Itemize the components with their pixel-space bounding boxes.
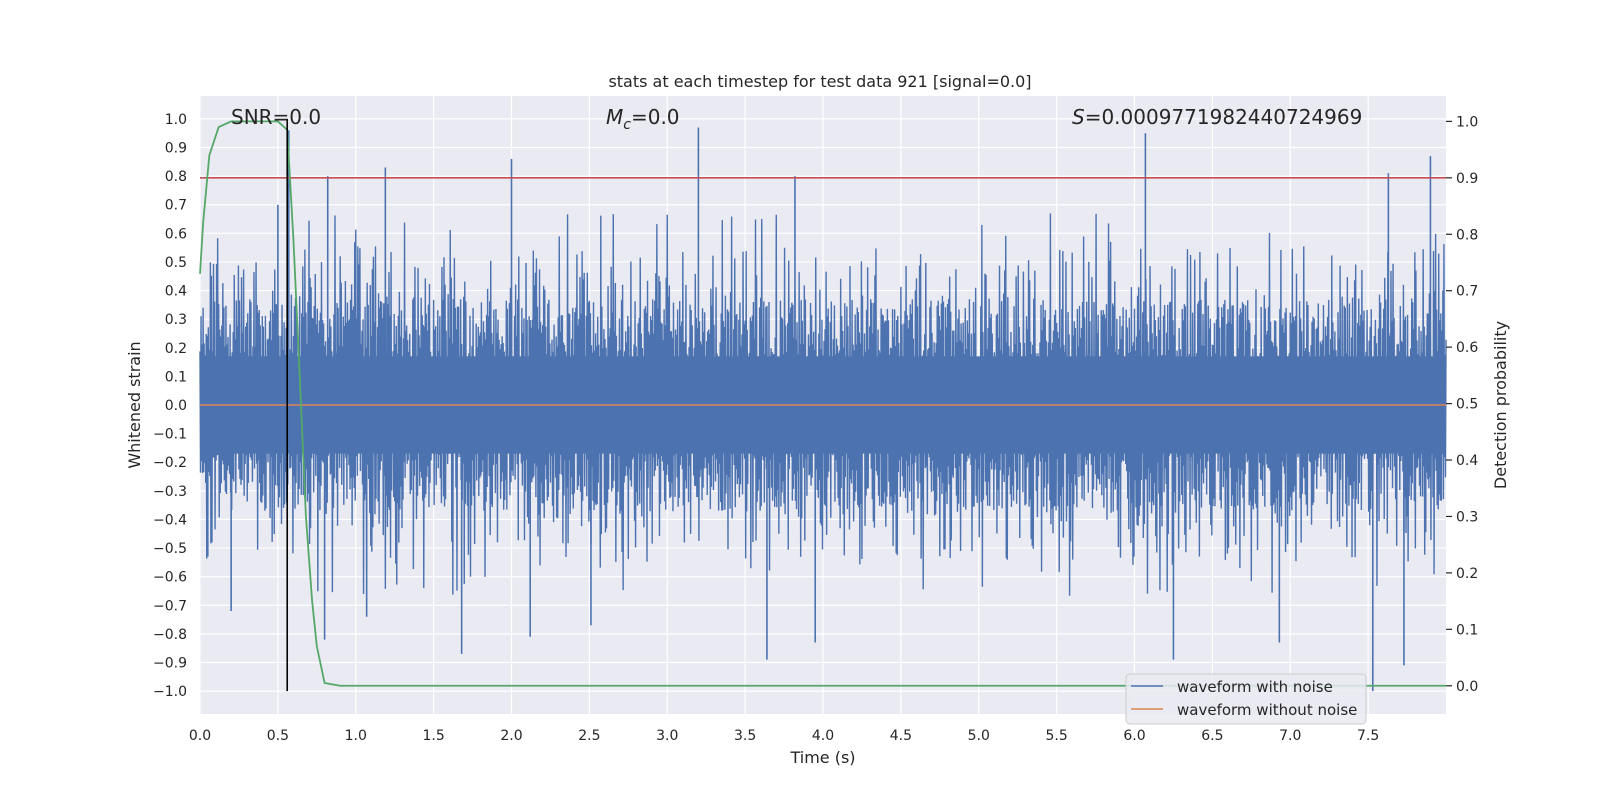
x-tick-label: 2.0 (500, 728, 522, 744)
y-left-axis-ticks: 1.0 0.9 0.8 0.7 0.6 0.5 0.4 0.3 0.2 0.1 0.0 −0.1 −0.… (153, 112, 187, 700)
x-tick-label: 7.5 (1357, 728, 1379, 744)
mc-symbol: M (606, 105, 623, 129)
x-tick-label: 3.0 (656, 728, 678, 744)
series-detection-probability (199, 120, 1446, 687)
y-right-axis-label: Detection probability (1491, 321, 1510, 489)
x-tick-label: 7.0 (1279, 728, 1301, 744)
s-value: =0.0009771982440724969 (1085, 105, 1363, 129)
y-right-axis-ticks: 1.0 0.9 0.8 0.7 0.6 0.5 0.4 0.3 0.2 0.1 0.0 (1446, 114, 1478, 695)
x-tick-label: 0.5 (267, 728, 289, 744)
y-right-tick-label: 0.5 (1456, 397, 1478, 413)
y-right-tick-label: 0.6 (1456, 340, 1478, 356)
y-left-tick-label: −1.0 (153, 684, 187, 700)
y-right-tick-label: 0.1 (1456, 622, 1478, 638)
y-left-tick-label: 0.0 (165, 398, 187, 414)
y-left-tick-label: −0.5 (153, 541, 187, 557)
x-tick-label: 5.0 (968, 728, 990, 744)
y-left-tick-label: −0.2 (153, 455, 187, 471)
x-tick-label: 4.0 (812, 728, 834, 744)
y-left-tick-label: −0.8 (153, 627, 187, 643)
y-right-tick-label: 0.3 (1456, 509, 1478, 525)
y-left-tick-label: 0.6 (165, 226, 187, 242)
y-left-tick-label: 1.0 (165, 112, 187, 128)
x-tick-label: 0.0 (189, 728, 211, 744)
y-left-tick-label: 0.8 (165, 169, 187, 185)
y-left-tick-label: −0.4 (153, 512, 187, 528)
y-left-axis-label: Whitened strain (125, 341, 144, 468)
y-right-tick-label: 0.9 (1456, 171, 1478, 187)
x-tick-label: 5.5 (1045, 728, 1067, 744)
x-axis-label: Time (s) (789, 748, 855, 767)
noise-path (199, 213, 1447, 596)
annotation-chirp-mass: Mc=0.0 (606, 105, 680, 133)
series-lines (199, 118, 1446, 692)
y-left-tick-label: 0.7 (165, 198, 187, 214)
legend-label-without-noise: waveform without noise (1177, 701, 1357, 719)
y-right-tick-label: 0.2 (1456, 566, 1478, 582)
y-right-tick-label: 0.8 (1456, 227, 1478, 243)
y-left-tick-label: −0.3 (153, 484, 187, 500)
x-tick-label: 3.5 (734, 728, 756, 744)
chart-title: stats at each timestep for test data 921… (608, 72, 1031, 91)
y-left-tick-label: −0.7 (153, 598, 187, 614)
x-tick-label: 1.0 (345, 728, 367, 744)
y-left-tick-label: 0.1 (165, 369, 187, 385)
annotation-s: S=0.0009771982440724969 (1072, 105, 1362, 129)
x-axis-ticks: 0.0 0.5 1.0 1.5 2.0 2.5 3.0 3.5 4.0 4.5 5.0 5.5 6.0 6… (189, 728, 1379, 744)
y-left-tick-label: −0.1 (153, 427, 187, 443)
y-left-tick-label: −0.6 (153, 570, 187, 586)
y-right-tick-label: 0.7 (1456, 284, 1478, 300)
y-right-tick-label: 1.0 (1456, 114, 1478, 130)
legend-label-with-noise: waveform with noise (1177, 678, 1333, 696)
y-right-tick-label: 0.0 (1456, 679, 1478, 695)
y-left-tick-label: 0.3 (165, 312, 187, 328)
y-right-tick-label: 0.4 (1456, 453, 1478, 469)
mc-subscript: c (623, 117, 631, 133)
s-symbol: S (1072, 105, 1085, 129)
legend-box (1125, 673, 1367, 725)
x-tick-label: 2.5 (578, 728, 600, 744)
legend: waveform with noise waveform without noi… (1125, 673, 1367, 725)
y-left-tick-label: 0.5 (165, 255, 187, 271)
x-tick-label: 6.0 (1123, 728, 1145, 744)
y-left-tick-label: 0.4 (165, 284, 187, 300)
y-left-tick-label: 0.2 (165, 341, 187, 357)
x-tick-label: 4.5 (890, 728, 912, 744)
y-left-tick-label: 0.9 (165, 141, 187, 157)
x-tick-label: 6.5 (1201, 728, 1223, 744)
mc-value: =0.0 (631, 105, 680, 129)
y-left-tick-label: −0.9 (153, 656, 187, 672)
annotation-snr: SNR=0.0 (231, 105, 321, 129)
x-tick-label: 1.5 (422, 728, 444, 744)
